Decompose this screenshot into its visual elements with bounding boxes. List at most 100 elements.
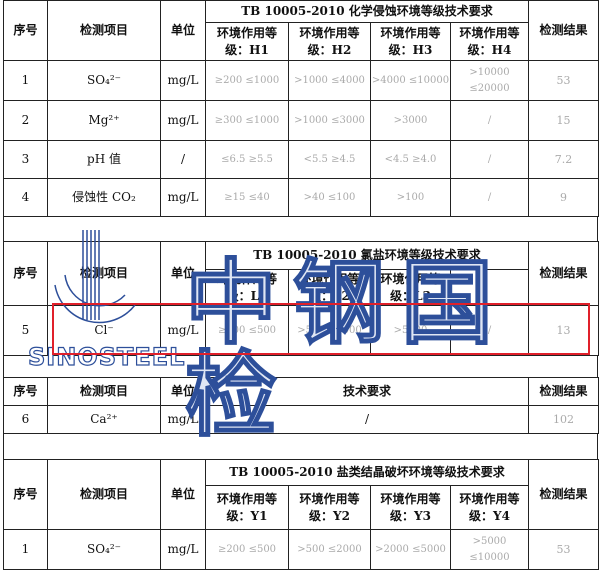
level-header: 环境作用等级：Y1 xyxy=(205,485,289,530)
row-item: Mg²⁺ xyxy=(47,100,161,141)
col-item: 检测项目 xyxy=(47,0,161,61)
requirement-value: >500 ≤5000 xyxy=(288,305,371,356)
requirement-value: >1000 ≤4000 xyxy=(288,60,371,101)
level-label: 环境作用等级：H2 xyxy=(299,26,360,57)
col-result: 检测结果 xyxy=(528,0,599,61)
requirement-value: >1000 ≤3000 xyxy=(288,100,371,141)
table-title: TB 10005-2010 化学侵蚀环境等级技术要求 xyxy=(205,0,529,23)
row-no: 2 xyxy=(3,100,48,141)
row-unit: mg/L xyxy=(160,60,206,101)
table-row: 5 Cl⁻ mg/L ≥100 ≤500 >500 ≤5000 >5000/13 xyxy=(3,305,599,356)
requirement-value: ≤6.5 ≥5.5 xyxy=(205,140,289,179)
spacer xyxy=(3,433,598,460)
table-row: 1 SO₄²⁻ mg/L ≥200 ≤1000 >1000 ≤4000 >4000 ≤10… xyxy=(3,60,599,101)
row-no: 3 xyxy=(3,140,48,179)
requirement-value: >500 ≤2000 xyxy=(288,529,371,570)
row-item: SO₄²⁻ xyxy=(47,60,161,101)
requirement-value: <5.5 ≥4.5 xyxy=(288,140,371,179)
row-item: Ca²⁺ xyxy=(47,405,161,434)
requirement-value: / xyxy=(450,140,529,179)
level-label: 环境作用等级：Y1 xyxy=(216,492,277,523)
spacer xyxy=(3,355,598,377)
row-unit: mg/L xyxy=(160,405,206,434)
col-item: 检测项目 xyxy=(47,377,161,406)
table-row: 1 SO₄²⁻ mg/L ≥200 ≤500 >500 ≤2000 >2000 ≤5000… xyxy=(3,529,599,570)
spacer xyxy=(3,216,598,242)
level-header: 环境作用等级：H1 xyxy=(205,22,289,61)
level-header: 环境作用等级：L1 xyxy=(205,269,289,306)
requirement-value: ≥15 ≤40 xyxy=(205,178,289,217)
level-label: 环境作用等级：Y4 xyxy=(459,492,520,523)
requirement-value: ≥300 ≤1000 xyxy=(205,100,289,141)
row-result: 53 xyxy=(528,60,599,101)
level-header: 环境作用等级：H3 xyxy=(370,22,451,61)
level-label: 环境作用等级：H1 xyxy=(216,26,277,57)
row-unit: mg/L xyxy=(160,100,206,141)
row-result: 102 xyxy=(528,405,600,434)
level-header: 环境作用等级：Y4 xyxy=(450,485,529,530)
row-unit: mg/L xyxy=(160,178,206,217)
col-result: 检测结果 xyxy=(528,459,599,530)
table-title: TB 10005-2010 盐类结晶破坏环境等级技术要求 xyxy=(205,459,529,486)
row-no: 6 xyxy=(3,405,48,434)
row-item: pH 值 xyxy=(47,140,161,179)
row-item: Cl⁻ xyxy=(47,305,161,356)
level-header: 环境作用等级：L3 xyxy=(370,269,451,306)
requirement-value: ≥200 ≤1000 xyxy=(205,60,289,101)
level-label: 环境作用等级：H3 xyxy=(380,26,441,57)
requirement-value: <4.5 ≥4.0 xyxy=(370,140,451,179)
row-no: 1 xyxy=(3,529,48,570)
level-header: 环境作用等级：Y3 xyxy=(370,485,451,530)
requirement-value: >10000 ≤20000 xyxy=(450,60,529,101)
row-tech: / xyxy=(204,405,530,434)
table-t1: 序号 检测项目 单位 TB 10005-2010 化学侵蚀环境等级技术要求 检测结果 环境… xyxy=(3,0,599,217)
level-label: 环境作用等级：Y3 xyxy=(380,492,441,523)
table-t3: 序号 检测项目 单位 技术要求 检测结果 6 Ca²⁺ mg/L/102 xyxy=(3,377,600,434)
requirement-value: >100 xyxy=(370,178,451,217)
requirement-value: / xyxy=(450,178,529,217)
table-row: 4 侵蚀性 CO₂ mg/L ≥15 ≤40 >40 ≤100 >100/9 xyxy=(3,178,599,217)
col-unit: 单位 xyxy=(160,377,206,406)
requirement-value: >40 ≤100 xyxy=(288,178,371,217)
table-title: TB 10005-2010 氯盐环境等级技术要求 xyxy=(205,241,529,270)
requirement-value: / xyxy=(450,305,529,356)
col-no: 序号 xyxy=(3,0,48,61)
row-no: 4 xyxy=(3,178,48,217)
table-row: 2 Mg²⁺ mg/L ≥300 ≤1000 >1000 ≤3000 >3000/15 xyxy=(3,100,599,141)
row-result: 15 xyxy=(528,100,599,141)
col-tech: 技术要求 xyxy=(204,377,530,406)
requirement-value: ≥200 ≤500 xyxy=(205,529,289,570)
level-label: 环境作用等级：H4 xyxy=(459,26,520,57)
row-result: 13 xyxy=(528,305,599,356)
table-row: 6 Ca²⁺ mg/L/102 xyxy=(3,405,600,434)
col-unit: 单位 xyxy=(160,459,206,530)
level-header: 环境作用等级：Y2 xyxy=(288,485,371,530)
requirement-value: >4000 ≤10000 xyxy=(370,60,451,101)
col-unit: 单位 xyxy=(160,0,206,61)
row-result: 7.2 xyxy=(528,140,599,179)
requirement-value: / xyxy=(450,100,529,141)
col-unit: 单位 xyxy=(160,241,206,306)
col-item: 检测项目 xyxy=(47,459,161,530)
row-result: 53 xyxy=(528,529,599,570)
requirement-value: >5000 ≤10000 xyxy=(450,529,529,570)
level-header xyxy=(450,269,529,306)
col-no: 序号 xyxy=(3,459,48,530)
col-item: 检测项目 xyxy=(47,241,161,306)
requirement-value: >3000 xyxy=(370,100,451,141)
level-label: 环境作用等级：L1 xyxy=(216,272,277,303)
row-unit: mg/L xyxy=(160,529,206,570)
col-result: 检测结果 xyxy=(528,377,600,406)
row-item: SO₄²⁻ xyxy=(47,529,161,570)
level-header: 环境作用等级：L2 xyxy=(288,269,371,306)
row-unit: / xyxy=(160,140,206,179)
requirement-value: ≥100 ≤500 xyxy=(205,305,289,356)
table-t4: 序号 检测项目 单位 TB 10005-2010 盐类结晶破坏环境等级技术要求 检测结果… xyxy=(3,459,599,570)
table-row: 3 pH 值 / ≤6.5 ≥5.5 <5.5 ≥4.5 <4.5 ≥4.0/7.2 xyxy=(3,140,599,179)
row-unit: mg/L xyxy=(160,305,206,356)
level-header: 环境作用等级：H4 xyxy=(450,22,529,61)
col-no: 序号 xyxy=(3,241,48,306)
level-label: 环境作用等级：Y2 xyxy=(299,492,360,523)
level-label: 环境作用等级：L2 xyxy=(299,272,360,303)
level-header: 环境作用等级：H2 xyxy=(288,22,371,61)
